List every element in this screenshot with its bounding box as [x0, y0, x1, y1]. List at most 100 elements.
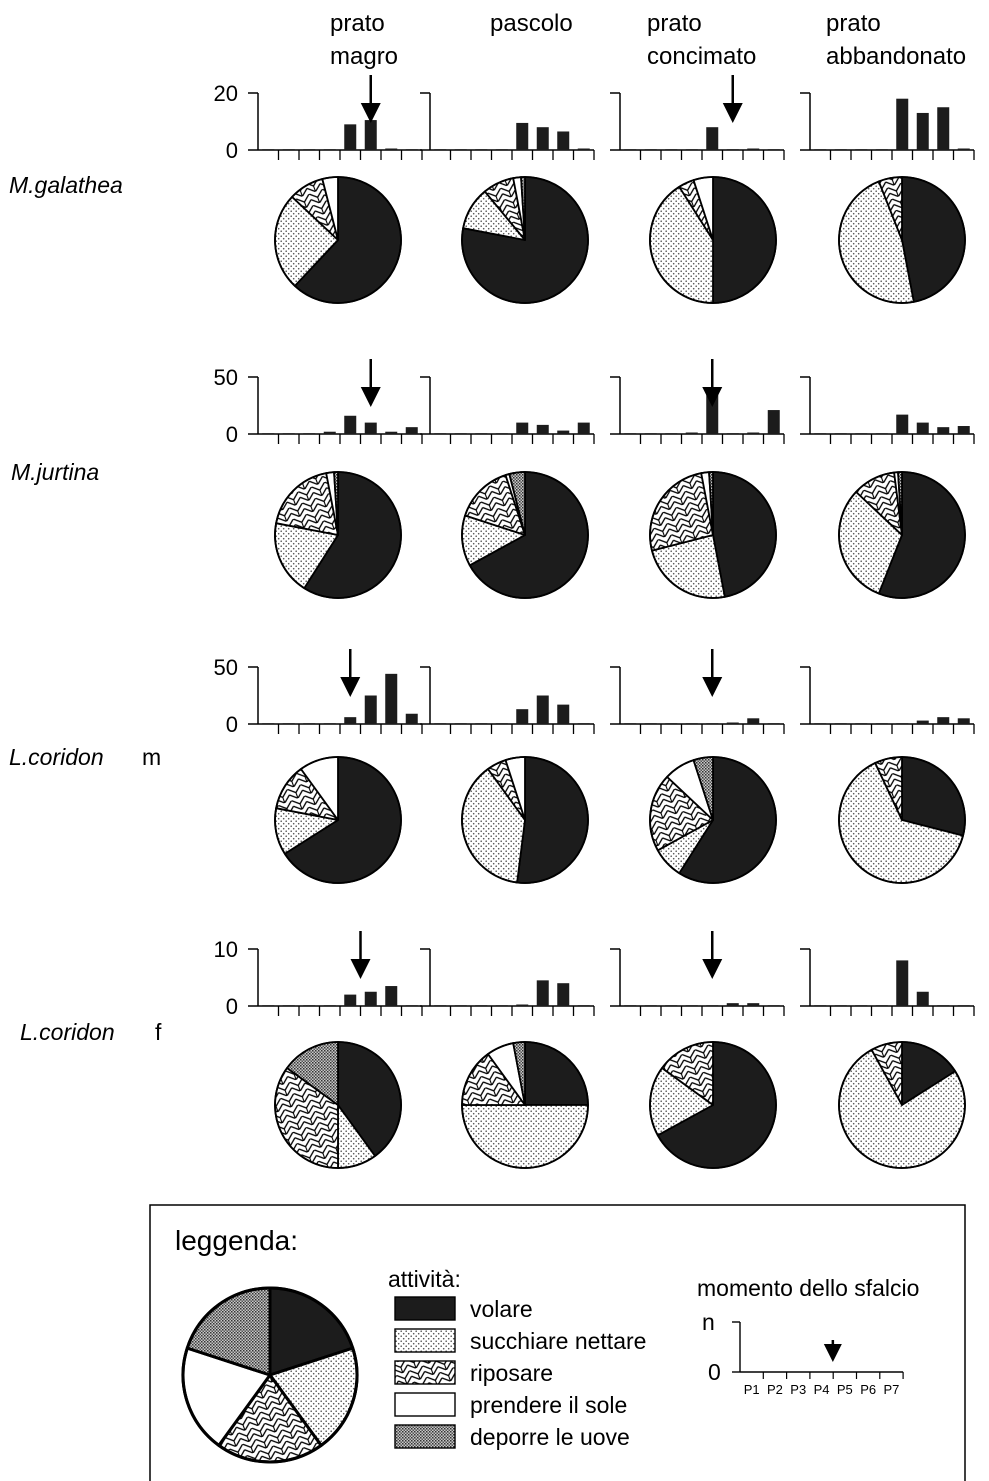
pie-outline [274, 756, 402, 884]
pie-outline [274, 1041, 402, 1169]
pie-outline [649, 1041, 777, 1169]
bar [405, 1005, 418, 1006]
pie-outline [838, 756, 966, 884]
bar [896, 98, 909, 150]
column-label: prato [826, 10, 881, 37]
bar [516, 1004, 529, 1006]
bar [475, 433, 488, 434]
bar [454, 433, 467, 434]
legend-label: volare [470, 1296, 533, 1322]
bar [747, 718, 760, 724]
bar [344, 994, 357, 1006]
column-label: prato [330, 10, 385, 37]
panel [800, 376, 975, 599]
legend-swatch-riposare [394, 1360, 456, 1385]
bar [726, 1003, 739, 1006]
mowing-arrow-head [823, 1344, 842, 1362]
species-label: L.coridon [20, 1019, 115, 1045]
panel [248, 931, 423, 1169]
bar [916, 112, 929, 150]
bar [726, 149, 739, 150]
y-tick-label: 0 [226, 422, 238, 447]
bar [405, 713, 418, 724]
bar [685, 149, 698, 150]
bar [767, 723, 780, 724]
bar [516, 709, 529, 724]
bar [665, 433, 678, 434]
bar [957, 148, 970, 150]
pie-slice-succhiare-nettare [461, 1104, 589, 1169]
panel [800, 948, 975, 1169]
panel [248, 359, 423, 599]
mowing-arrow-head [722, 103, 743, 123]
bar [875, 1005, 888, 1006]
mowing-arrow-head [350, 959, 371, 979]
bar [726, 433, 739, 434]
legend-swatch-deporre-le-uove [394, 1424, 456, 1449]
period-label: P1 [744, 1382, 760, 1397]
bar [577, 148, 590, 150]
mowing-arrow-head [702, 387, 723, 407]
column-labels: prato magro pascolo prato concimato prato abba… [330, 10, 966, 70]
bar [577, 723, 590, 724]
bar [364, 991, 377, 1006]
pie-slice-volare [901, 176, 966, 303]
bar [303, 433, 316, 434]
bar [875, 723, 888, 724]
legend-swatch-succhiare-nettare [394, 1328, 456, 1353]
period-label: P5 [837, 1382, 853, 1397]
pie-outline [649, 176, 777, 304]
bar [536, 424, 549, 434]
bar [834, 1005, 847, 1006]
bar [747, 432, 760, 434]
bar [536, 127, 549, 150]
bar [644, 1005, 657, 1006]
bar [344, 717, 357, 724]
y-tick-label: 0 [226, 712, 238, 737]
panel [420, 92, 595, 304]
bar [685, 432, 698, 434]
bar [937, 427, 950, 434]
bar [834, 723, 847, 724]
bar [624, 149, 637, 150]
species-row: L.coridon m 50 0 [9, 649, 975, 884]
panel [610, 931, 785, 1169]
bar [344, 124, 357, 150]
bar [937, 717, 950, 724]
bar [303, 723, 316, 724]
bar [624, 1005, 637, 1006]
bar [855, 723, 868, 724]
bar [557, 131, 570, 150]
bar [385, 431, 398, 434]
bar [916, 720, 929, 724]
pie-outline [838, 471, 966, 599]
bar [814, 149, 827, 150]
bar [875, 433, 888, 434]
pie-outline [181, 1286, 359, 1464]
bar [855, 149, 868, 150]
bar [957, 426, 970, 434]
pie-slice-volare [712, 471, 777, 598]
legend-y-zero: 0 [708, 1359, 721, 1385]
species-row: L.coridon f 10 0 [20, 931, 975, 1169]
legend: leggenda: attività: volare succhiare nettar… [149, 1204, 966, 1481]
bar [665, 149, 678, 150]
bar [624, 433, 637, 434]
panel [800, 92, 975, 304]
pie-slice-volare [516, 756, 589, 884]
bar [855, 1005, 868, 1006]
bar [916, 991, 929, 1006]
bar [557, 983, 570, 1006]
activity-heading: attività: [388, 1266, 461, 1292]
sex-label: m [142, 744, 161, 770]
pie-outline [649, 756, 777, 884]
bar [344, 415, 357, 434]
bar [364, 695, 377, 724]
panel [800, 666, 975, 884]
bar [282, 723, 295, 724]
bar [262, 433, 275, 434]
bar [875, 149, 888, 150]
bar [495, 433, 508, 434]
bar [434, 433, 447, 434]
bar [385, 986, 398, 1006]
